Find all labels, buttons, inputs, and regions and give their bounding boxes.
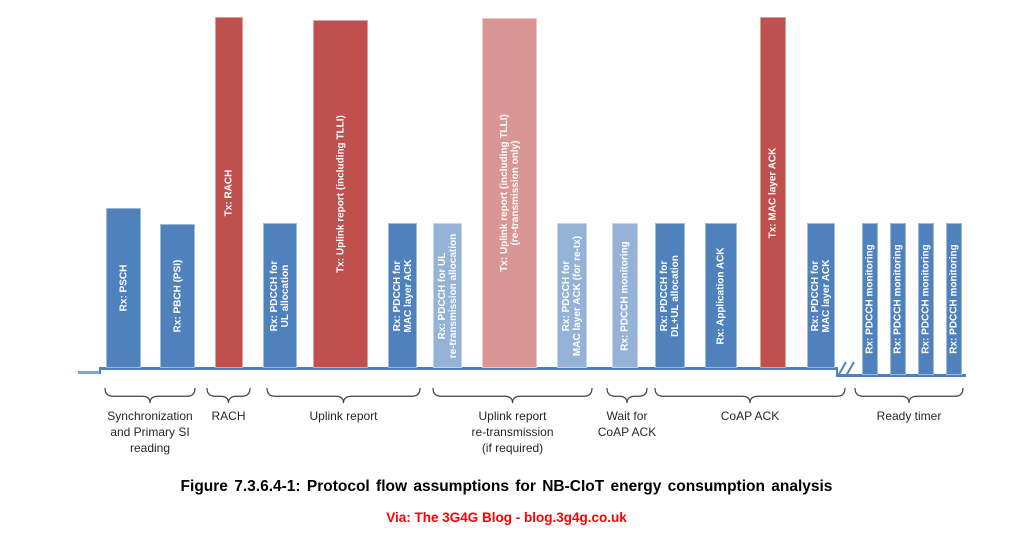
bar-label: Rx: PDCCH for MAC layer ACK (for re-tx) (561, 235, 583, 356)
bar-rx-pbch-psi: Rx: PBCH (PSI) (160, 224, 195, 368)
bar-label: Rx: PDCCH monitoring (920, 244, 932, 354)
figure-caption: Figure 7.3.6.4-1: Protocol flow assumpti… (180, 478, 833, 495)
group-brace-rach (206, 387, 251, 404)
bar-label: Tx: RACH (223, 169, 235, 216)
bar-label: Rx: PBCH (PSI) (172, 259, 183, 333)
bar-rx-pdcch-monitoring: Rx: PDCCH monitoring (890, 223, 906, 375)
group-brace-wait-for-coap-ack (606, 387, 648, 404)
group-brace-uplink-report (266, 387, 421, 404)
bar-label: Rx: PDCCH for UL allocation (269, 260, 291, 331)
bar-rx-pdcch-for-dl-ul-allocation: Rx: PDCCH for DL+UL allocation (655, 223, 685, 368)
axis-line-main (99, 367, 838, 370)
group-brace-uplink-report-re-transmission-if-required (432, 387, 593, 404)
group-brace-coap-ack (654, 387, 846, 404)
bar-rx-pdcch-for-ul-allocation: Rx: PDCCH for UL allocation (263, 223, 297, 368)
bar-rx-pdcch-for-mac-layer-ack: Rx: PDCCH for MAC layer ACK (807, 223, 835, 368)
bar-label: Rx: PDCCH monitoring (619, 240, 631, 351)
bar-label: Rx: PDCCH monitoring (948, 244, 960, 354)
bar-tx-rach: Tx: RACH (215, 17, 243, 368)
bar-label: Rx: PDCCH for MAC layer ACK (810, 259, 832, 332)
bar-rx-pdcch-monitoring: Rx: PDCCH monitoring (918, 223, 934, 375)
bar-label: Tx: MAC layer ACK (767, 147, 779, 238)
axis-step-down (836, 367, 838, 377)
group-label-uplink-report: Uplink report (309, 409, 378, 423)
group-label-rach: RACH (211, 409, 246, 423)
axis-tail (78, 371, 100, 374)
bar-label: Rx: PDCCH for MAC layer ACK (391, 259, 414, 332)
bar-label: Tx: Uplink report (including TLLI) (335, 115, 346, 273)
bar-label: Rx: PDCCH monitoring (892, 244, 904, 354)
axis-line-after-break (838, 374, 966, 377)
group-label-synchronization-and-primary-si-reading: Synchronization and Primary SI reading (107, 409, 193, 455)
bar-rx-application-ack: Rx: Application ACK (705, 223, 737, 368)
group-label-uplink-report-re-transmission-if-required: Uplink report re-transmission (if requir… (471, 409, 554, 455)
bar-rx-pdcch-monitoring: Rx: PDCCH monitoring (946, 223, 962, 375)
bar-label: Rx: PDCCH monitoring (864, 244, 876, 354)
bar-rx-psch: Rx: PSCH (106, 208, 141, 368)
chart-area: Rx: PSCH Rx: PBCH (PSI) Tx: RACH Rx: PDCCH … (78, 17, 966, 455)
bar-tx-mac-layer-ack: Tx: MAC layer ACK (760, 17, 786, 368)
group-label-ready-timer: Ready timer (876, 409, 942, 423)
bar-rx-pdcch-monitoring: Rx: PDCCH monitoring (862, 223, 878, 375)
group-brace-synchronization-and-primary-si-reading (104, 387, 196, 404)
bar-rx-pdcch-monitoring: Rx: PDCCH monitoring (612, 223, 638, 368)
bar-label: Rx: PDCCH for UL re-transmission allocat… (436, 233, 459, 358)
bar-label: Rx: Application ACK (715, 246, 727, 345)
bar-tx-uplink-report-including-tlli: Tx: Uplink report (including TLLI) (313, 20, 368, 368)
bar-label: Rx: PDCCH for DL+UL allocation (659, 254, 681, 337)
group-brace-ready-timer (854, 387, 964, 404)
axis-step-up (99, 367, 101, 374)
group-label-wait-for-coap-ack: Wait for CoAP ACK (597, 409, 657, 439)
attribution-link[interactable]: Via: The 3G4G Blog - blog.3g4g.co.uk (386, 510, 627, 525)
bar-label: Tx: Uplink report (including TLLI) (re-t… (498, 114, 521, 272)
bar-rx-pdcch-for-mac-layer-ack: Rx: PDCCH for MAC layer ACK (388, 223, 417, 368)
bar-tx-uplink-report-including-tlli-re-transmission-only: Tx: Uplink report (including TLLI) (re-t… (482, 18, 537, 368)
group-label-coap-ack: CoAP ACK (720, 409, 780, 423)
bar-rx-pdcch-for-mac-layer-ack-for-re-tx: Rx: PDCCH for MAC layer ACK (for re-tx) (557, 223, 587, 368)
bar-rx-pdcch-for-ul-re-transmission-allocation: Rx: PDCCH for UL re-transmission allocat… (433, 223, 462, 368)
bar-label: Rx: PSCH (118, 264, 129, 312)
